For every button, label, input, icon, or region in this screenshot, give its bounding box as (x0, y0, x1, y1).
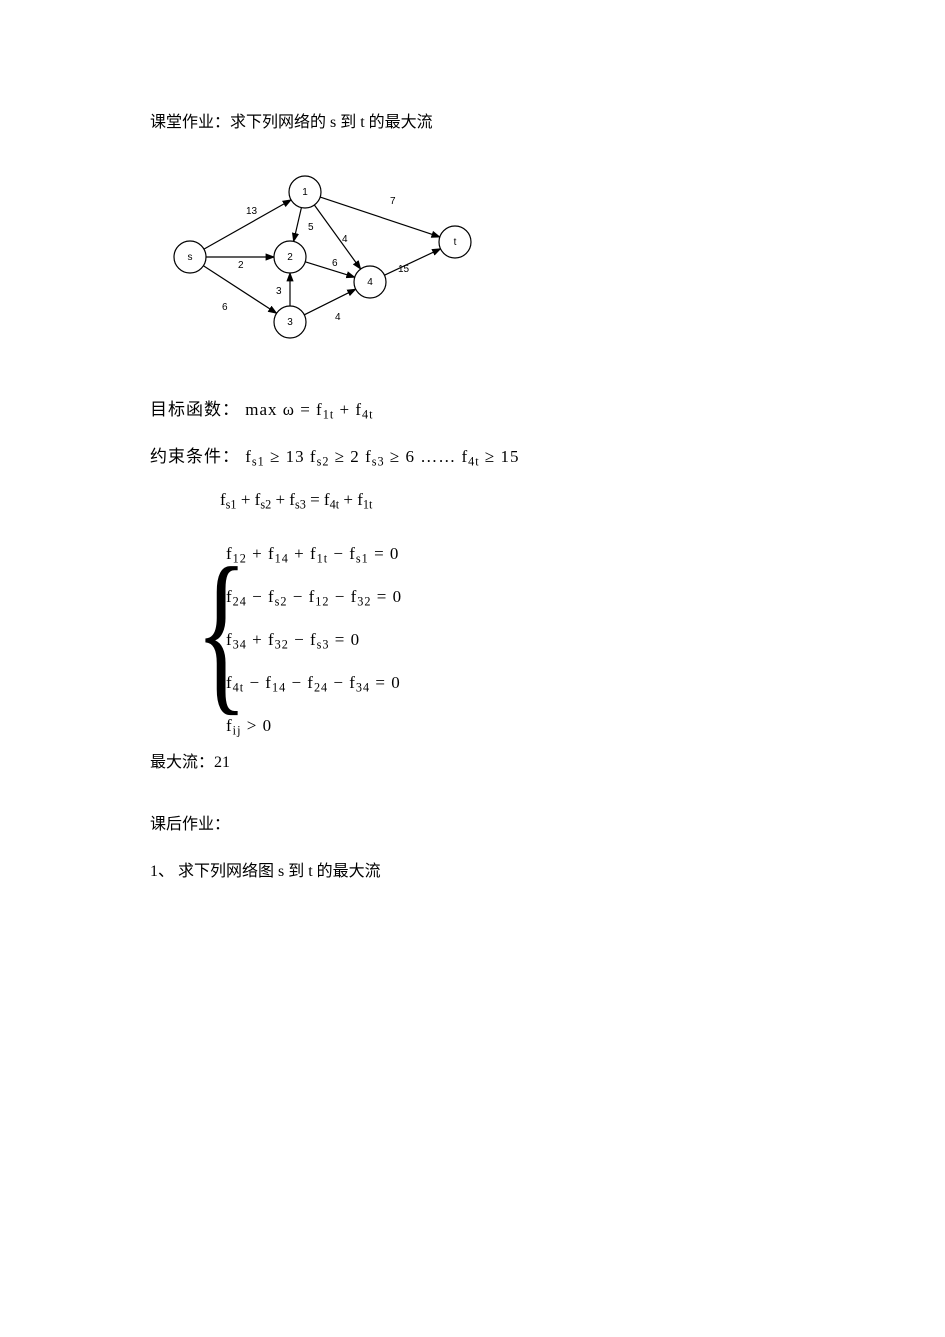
homework-after-class-title: 课后作业： (150, 812, 795, 838)
node-label-t: t (454, 237, 457, 248)
edge-n3-n4 (304, 289, 355, 315)
edge-label-s-n1: 13 (246, 206, 258, 217)
edge-s-n3 (203, 265, 276, 313)
constraint-4: f4t ≥ 15 (461, 447, 519, 466)
brace-equations: f12 + f14 + f1t − fs1 = 0 f24 − fs2 − f12… (226, 527, 402, 754)
brace-eq-2: f24 − fs2 − f12 − f32 = 0 (226, 583, 402, 612)
obj-plus: + f (334, 400, 362, 419)
edge-label-n2-n4: 6 (332, 258, 338, 269)
node-label-n2: 2 (287, 252, 293, 263)
constraint-3: fs3 ≥ 6 …… (365, 447, 456, 466)
edge-n2-n4 (305, 261, 354, 276)
edge-label-n3-n4: 4 (335, 312, 341, 323)
node-label-s: s (188, 252, 193, 263)
constraint-2: fs2 ≥ 2 (310, 447, 365, 466)
brace-eq-1: f12 + f14 + f1t − fs1 = 0 (226, 540, 402, 569)
node-label-n1: 1 (302, 187, 308, 198)
objective-label: 目标函数： (150, 400, 240, 419)
edge-label-n1-n2: 5 (308, 222, 314, 233)
left-brace-icon: { (196, 521, 213, 748)
flow-balance-sum: fs1 + fs2 + fs3 = f4t + f1t (220, 486, 795, 515)
objective-expr: max ω = f1t + f4t (245, 400, 373, 419)
obj-sub2: 4t (362, 408, 374, 422)
classwork-title: 课堂作业：求下列网络的 s 到 t 的最大流 (150, 110, 795, 136)
edge-n1-t (320, 197, 440, 237)
obj-pre: max ω = f (245, 400, 322, 419)
edge-label-s-n3: 6 (222, 302, 228, 313)
edge-label-n4-t: 15 (398, 264, 410, 275)
brace-eq-3: f34 + f32 − fs3 = 0 (226, 626, 402, 655)
constraint-1: fs1 ≥ 13 (245, 447, 310, 466)
brace-eq-4: f4t − f14 − f24 − f34 = 0 (226, 669, 402, 698)
edge-label-n1-n4: 4 (342, 234, 348, 245)
brace-system: { f12 + f14 + f1t − fs1 = 0f24 − fs2 − f… (190, 527, 795, 754)
edge-label-n3-n2: 3 (276, 286, 282, 297)
edge-label-n1-t: 7 (390, 196, 396, 207)
homework-question-1: 1、 求下列网络图 s 到 t 的最大流 (150, 859, 795, 885)
edge-n1-n2 (294, 207, 302, 241)
edge-n4-t (384, 248, 440, 274)
objective-line: 目标函数： max ω = f1t + f4t (150, 396, 795, 425)
constraints-line: 约束条件： fs1 ≥ 13 fs2 ≥ 2 fs3 ≥ 6 …… f4t ≥ … (150, 443, 795, 472)
obj-sub1: 1t (323, 408, 335, 422)
node-label-n4: 4 (367, 277, 373, 288)
edge-label-s-n2: 2 (238, 260, 244, 271)
brace-eq-5: fij > 0 (226, 712, 402, 741)
constraints-label: 约束条件： (150, 447, 240, 466)
network-diagram: 13 2 6 5 4 7 6 3 4 15 s 1 2 3 4 t (160, 162, 795, 361)
node-label-n3: 3 (287, 317, 293, 328)
